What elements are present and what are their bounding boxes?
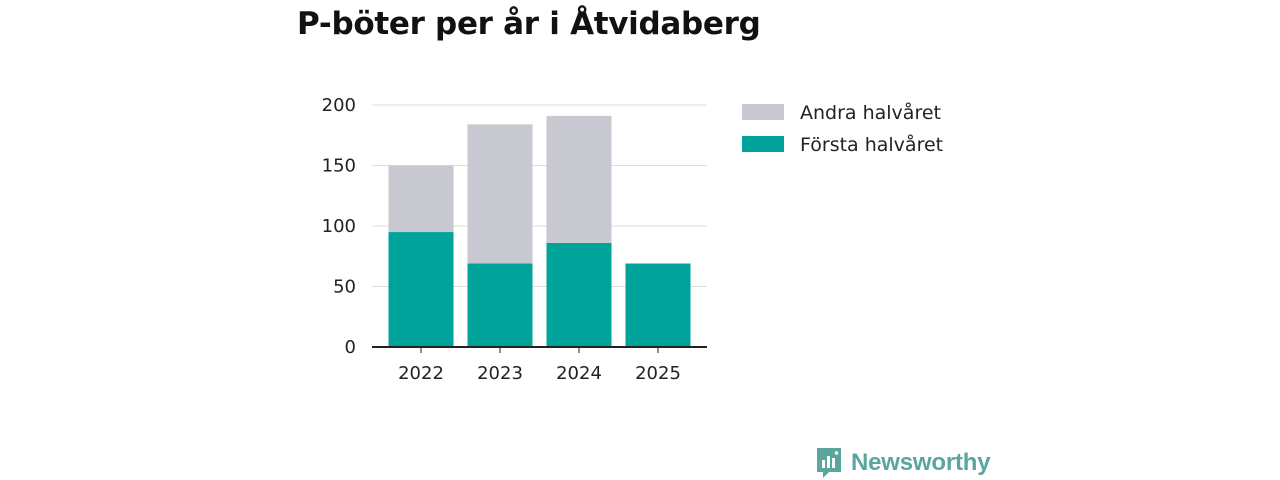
- legend-label-andra-halv-ret: Andra halvåret: [800, 101, 941, 124]
- x-tick-label-2022: 2022: [398, 363, 444, 384]
- bar-2023-forsta-halvaret[interactable]: [467, 263, 533, 347]
- legend: Andra halvåret Första halvåret: [742, 101, 943, 156]
- y-tick-label-100: 100: [322, 216, 356, 237]
- bars: [388, 115, 691, 347]
- brand-name: Newsworthy: [851, 449, 991, 476]
- x-tick-label-2025: 2025: [635, 363, 681, 384]
- bar-2025-forsta-halvaret[interactable]: [625, 263, 691, 347]
- axes: 0 50 100 150 200 2022 2023 2024 2025: [322, 95, 707, 384]
- x-tick-label-2023: 2023: [477, 363, 523, 384]
- bar-2024-forsta-halvaret[interactable]: [546, 242, 612, 347]
- x-tick-label-2024: 2024: [556, 363, 602, 384]
- legend-swatch-andra-halv-ret: [742, 104, 784, 120]
- legend-swatch-f-rsta-halv-ret: [742, 136, 784, 152]
- bar-2023-andra-halvaret[interactable]: [467, 124, 533, 264]
- y-tick-label-200: 200: [322, 95, 356, 116]
- chart-title: P-böter per år i Åtvidaberg: [297, 6, 761, 42]
- stacked-bar-chart: 0 50 100 150 200 2022 2023 2024 2025 Andra halvå…: [322, 95, 943, 384]
- bar-2022-forsta-halvaret[interactable]: [388, 232, 454, 347]
- newsworthy-icon: [817, 448, 841, 478]
- legend-label-f-rsta-halv-ret: Första halvåret: [800, 133, 943, 156]
- y-tick-label-0: 0: [345, 337, 356, 358]
- newsworthy-logo[interactable]: Newsworthy: [815, 446, 991, 480]
- bar-2024-andra-halvaret[interactable]: [546, 115, 612, 243]
- bar-2022-andra-halvaret[interactable]: [388, 165, 454, 233]
- y-tick-label-150: 150: [322, 156, 356, 177]
- y-tick-label-50: 50: [333, 277, 356, 298]
